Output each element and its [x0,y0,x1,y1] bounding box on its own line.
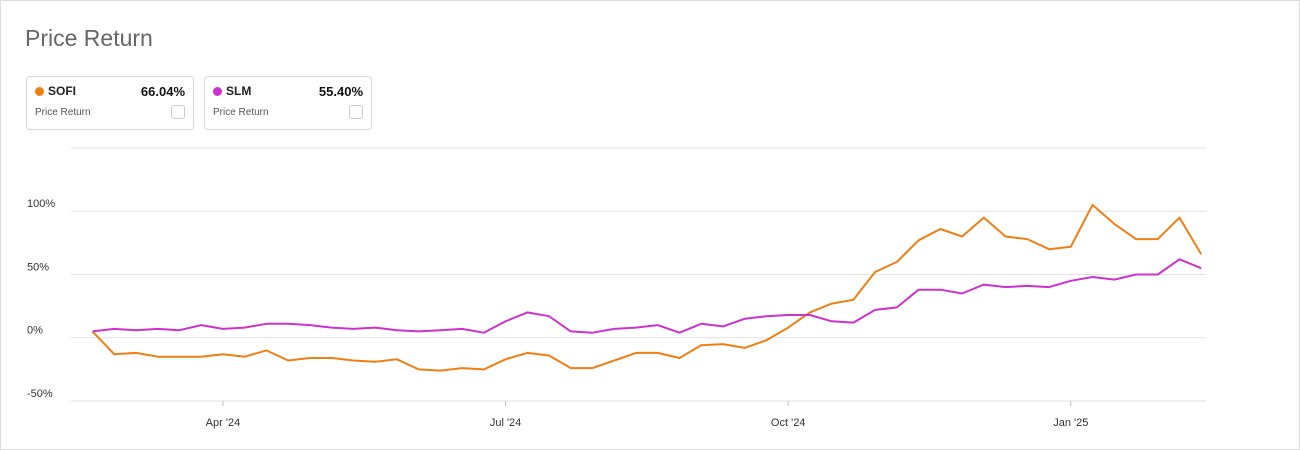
legend-return: 66.04% [140,84,185,99]
y-tick-label: 100% [27,198,55,210]
y-tick-label: 50% [27,261,49,273]
x-tick-label: Oct '24 [771,417,806,429]
legend-name: SOFI [48,84,77,98]
series-line [92,258,1202,334]
legend-return: 55.40% [318,84,363,99]
legend-card[interactable]: SOFI 66.04% Price Return [26,76,194,130]
x-tick-label: Jul '24 [490,417,521,429]
legend-metric: Price Return [35,107,91,118]
y-tick-label: 0% [27,325,43,337]
legend-dot [213,87,222,96]
y-tick-label: -50% [27,388,53,400]
x-tick-label: Apr '24 [206,417,241,429]
series-line [91,203,1203,372]
legend: SOFI 66.04% Price Return SLM 55.40% Price Ret… [26,76,372,130]
settings-icon[interactable] [349,105,363,119]
x-tick-label: Jan '25 [1053,417,1088,429]
legend-metric: Price Return [213,107,269,118]
legend-dot [35,87,44,96]
title: Price Return [25,25,153,51]
legend-name: SLM [226,84,252,98]
legend-card[interactable]: SLM 55.40% Price Return [204,76,372,130]
settings-icon[interactable] [171,105,185,119]
